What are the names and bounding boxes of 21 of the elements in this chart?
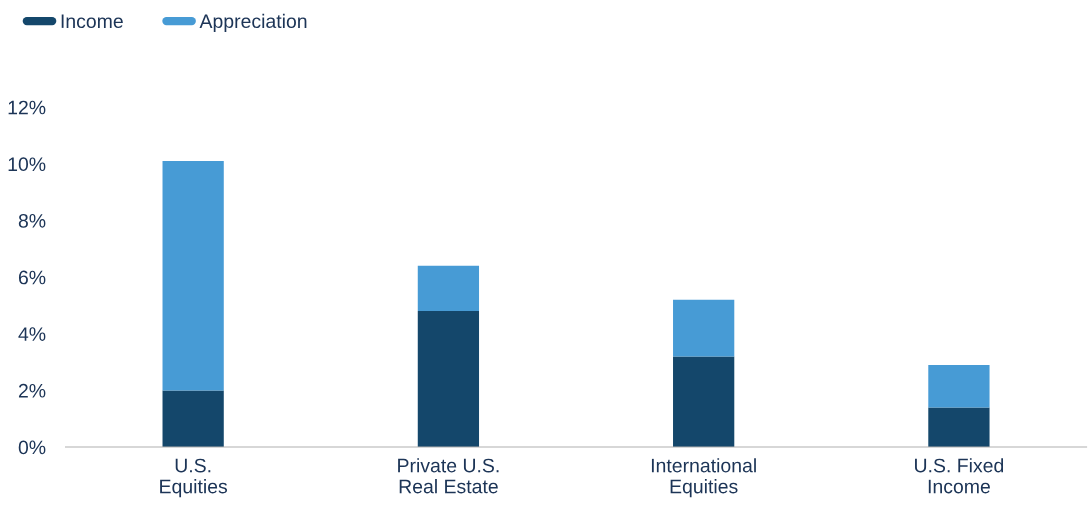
x-tick-label: U.S. Equities (160, 458, 228, 498)
bar (417, 311, 480, 448)
y-tick-label: 12% (8, 100, 46, 115)
x-tick-label: Private U.S. Real Estate (398, 458, 499, 494)
bar (673, 356, 735, 448)
legend-label: Appreciation (199, 13, 307, 32)
y-tick-label: 8% (18, 213, 46, 228)
bar (417, 265, 480, 312)
bar (162, 161, 224, 391)
y-tick-label: 10% (8, 157, 46, 172)
bar (673, 299, 735, 357)
y-tick-label: 4% (18, 327, 46, 341)
y-tick-label: 2% (18, 383, 46, 398)
x-tick-label: U.S. Fixed Income (915, 458, 1004, 494)
bar (162, 390, 224, 448)
x-tick-label: International Equities (651, 458, 756, 498)
y-tick-label: 0% (18, 440, 46, 455)
bar (928, 364, 990, 408)
y-tick-label: 6% (18, 270, 46, 285)
bar (928, 407, 990, 448)
legend-label: Income (61, 14, 123, 29)
